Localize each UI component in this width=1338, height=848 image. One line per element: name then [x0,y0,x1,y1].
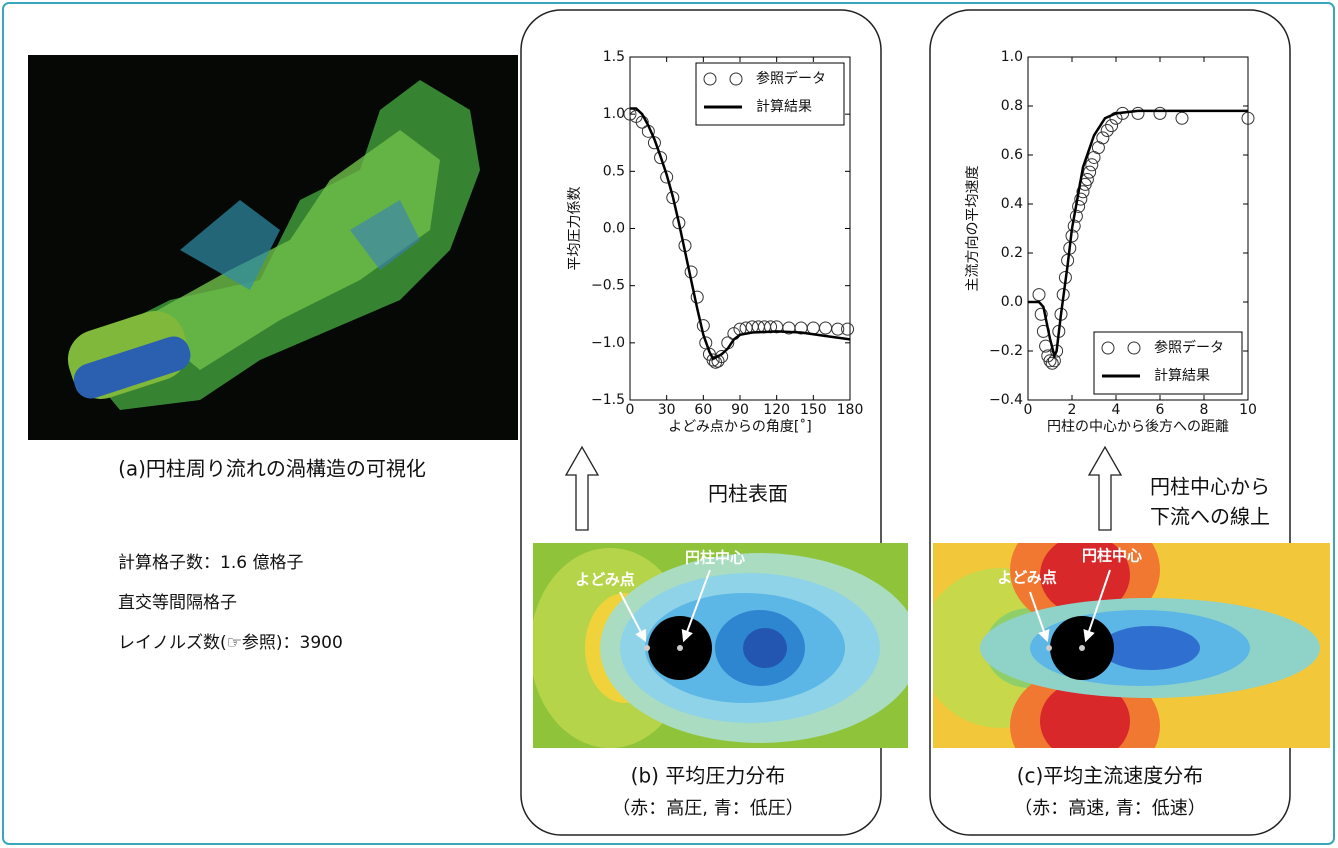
caption-a: (a)円柱周り流れの渦構造の可視化 [118,457,426,481]
x-tick-label: 8 [1200,402,1209,418]
y-tick-label: 1.0 [603,106,625,122]
image-label: よどみ点 [575,571,635,589]
x-tick-label: 120 [763,402,790,418]
arrow [566,447,598,530]
x-tick-label: 30 [658,402,676,418]
legend-label: 参照データ [1154,339,1224,356]
image-label: よどみ点 [997,569,1057,587]
x-tick-label: 90 [731,402,749,418]
note: 直交等間隔格子 [118,593,237,613]
figure: (a)円柱周り流れの渦構造の可視化 計算格子数：1.6 億格子 直交等間隔格子 … [0,0,1338,848]
x-tick-label: 0 [626,402,635,418]
arrow [1089,447,1121,530]
subcaption-c: （赤：高速, 青：低速） [1014,798,1205,819]
y-tick-label: 0.5 [603,163,625,179]
y-tick-label: −1.0 [591,335,625,351]
x-tick-label: 180 [837,402,864,418]
y-tick-label: −0.2 [989,343,1023,359]
x-tick-label: 2 [1068,402,1077,418]
y-tick-label: −1.5 [591,392,625,408]
x-tick-label: 150 [800,402,827,418]
caption-b: (b) 平均圧力分布 [631,764,786,788]
arrow-label: 円柱中心から [1150,475,1270,499]
arrow-label: 円柱表面 [708,482,788,506]
y-tick-label: 0.0 [1001,294,1023,310]
note: レイノルズ数(☞参照)：3900 [118,633,343,653]
x-tick-label: 60 [694,402,712,418]
y-tick-label: 0.4 [1001,196,1023,212]
legend-label: 参照データ [756,70,826,87]
x-tick-label: 0 [1024,402,1033,418]
caption-c: (c)平均主流速度分布 [1017,764,1204,788]
y-tick-label: 1.0 [1001,49,1023,65]
x-tick-label: 6 [1156,402,1165,418]
y-axis-label: 平均圧力係数 [567,187,583,271]
y-tick-label: 0.6 [1001,147,1023,163]
y-tick-label: −0.4 [989,392,1023,408]
image-label: 円柱中心 [685,549,745,567]
y-tick-label: 0.0 [603,221,625,237]
legend-label: 計算結果 [756,99,812,115]
vortex-image [28,55,518,440]
x-tick-label: 4 [1112,402,1121,418]
y-tick-label: 1.5 [603,49,625,65]
y-tick-label: 0.8 [1001,98,1023,114]
x-axis-label: よどみ点からの角度[˚] [668,418,812,435]
x-tick-label: 10 [1239,402,1257,418]
subcaption-b: （赤：高圧, 青：低圧） [612,798,803,819]
legend-label: 計算結果 [1154,368,1210,384]
x-axis-label: 円柱の中心から後方への距離 [1047,418,1229,435]
note: 計算格子数：1.6 億格子 [118,553,303,573]
image-label: 円柱中心 [1082,547,1142,565]
y-axis-label: 主流方向の平均速度 [965,166,981,292]
y-tick-label: −0.5 [591,278,625,294]
arrow-label: 下流への線上 [1150,505,1270,529]
y-tick-label: 0.2 [1001,245,1023,261]
